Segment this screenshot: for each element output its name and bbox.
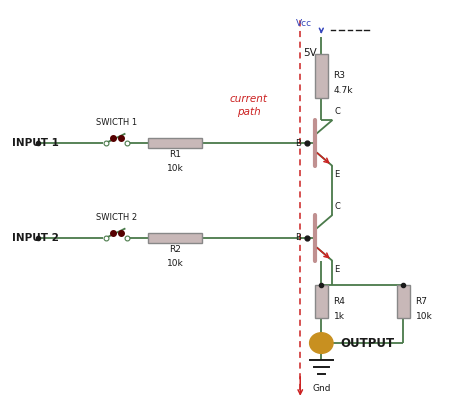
Bar bbox=[315, 285, 328, 318]
Text: 10k: 10k bbox=[166, 259, 183, 268]
Text: C: C bbox=[335, 202, 340, 211]
Text: R1: R1 bbox=[169, 150, 181, 159]
Circle shape bbox=[310, 333, 333, 353]
Text: B: B bbox=[295, 233, 301, 242]
Text: 5V: 5V bbox=[303, 48, 317, 58]
Text: INPUT 1: INPUT 1 bbox=[12, 138, 59, 148]
Text: Vcc: Vcc bbox=[296, 18, 312, 28]
Text: 10k: 10k bbox=[166, 164, 183, 173]
Text: current
path: current path bbox=[230, 94, 268, 117]
Text: B: B bbox=[295, 138, 301, 148]
Text: Gnd: Gnd bbox=[312, 384, 330, 393]
Bar bbox=[397, 285, 410, 318]
Text: INPUT 2: INPUT 2 bbox=[12, 233, 59, 243]
Text: OUTPUT: OUTPUT bbox=[340, 336, 394, 349]
Text: C: C bbox=[335, 107, 340, 116]
Text: R4: R4 bbox=[334, 297, 346, 306]
Text: E: E bbox=[335, 170, 340, 179]
Text: SWICTH 2: SWICTH 2 bbox=[96, 213, 137, 222]
Text: 10k: 10k bbox=[416, 312, 432, 321]
Text: 4.7k: 4.7k bbox=[334, 86, 353, 95]
Text: R3: R3 bbox=[334, 71, 346, 81]
Text: 1k: 1k bbox=[334, 312, 345, 321]
Bar bbox=[148, 138, 202, 148]
Text: R7: R7 bbox=[416, 297, 428, 306]
Bar bbox=[148, 233, 202, 243]
Bar bbox=[315, 54, 328, 98]
Text: SWICTH 1: SWICTH 1 bbox=[96, 118, 137, 127]
Text: E: E bbox=[335, 265, 340, 274]
Text: R2: R2 bbox=[169, 245, 181, 254]
